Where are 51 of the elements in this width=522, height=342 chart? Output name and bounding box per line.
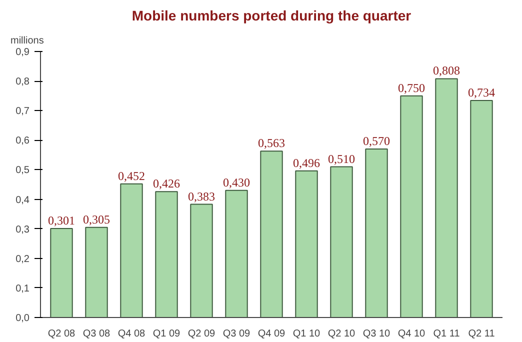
x-tick-label: Q4 09	[258, 328, 286, 340]
bar	[435, 78, 458, 318]
data-label: 0,305	[83, 212, 110, 226]
x-tick-label: Q1 11	[433, 328, 460, 340]
bar	[50, 228, 73, 318]
bar	[365, 148, 388, 318]
data-label: 0,426	[153, 176, 180, 191]
data-label: 0,563	[258, 136, 285, 150]
x-tick-label: Q3 10	[362, 328, 391, 340]
data-label: 0,496	[293, 156, 320, 170]
data-label: 0,570	[363, 134, 390, 148]
bar	[470, 100, 493, 318]
x-tick-label: Q2 10	[328, 328, 356, 340]
y-tick-label: 0,6	[16, 136, 30, 147]
data-label: 0,301	[48, 214, 75, 228]
y-tick-label: 0,3	[16, 224, 30, 236]
bar	[155, 191, 178, 318]
bar	[85, 226, 108, 318]
data-label: 0,750	[398, 80, 425, 95]
y-tick-label: 0,0	[16, 313, 30, 324]
bar	[225, 190, 248, 318]
bar	[330, 166, 353, 318]
data-label: 0,452	[118, 168, 145, 183]
bar	[400, 95, 423, 318]
y-tick-label: 0,5	[16, 165, 30, 176]
y-tick-label: 0,8	[16, 76, 30, 88]
data-label: 0,808	[433, 64, 460, 78]
data-label: 0,383	[188, 189, 215, 204]
bar	[190, 204, 213, 318]
x-tick-label: Q1 09	[152, 328, 181, 340]
y-tick-label: 0,1	[16, 283, 30, 294]
x-tick-label: Q3 08	[82, 328, 111, 340]
bar	[120, 183, 143, 318]
x-tick-label: Q4 08	[118, 328, 146, 340]
x-tick-label: Q3 09	[222, 328, 251, 340]
y-tick-label: 0,7	[16, 106, 30, 118]
data-label: 0,734	[468, 86, 495, 100]
y-axis-title: millions	[10, 36, 44, 46]
chart-title: Mobile numbers ported during the quarter	[132, 8, 412, 24]
x-tick-label: Q2 09	[188, 328, 216, 340]
y-tick-label: 0,4	[16, 194, 30, 206]
x-tick-label: Q2 08	[48, 328, 76, 340]
bar	[295, 170, 318, 318]
bar	[260, 150, 283, 318]
data-label: 0,510	[328, 152, 355, 166]
x-tick-label: Q4 10	[398, 328, 426, 340]
x-tick-label: Q2 11	[468, 328, 496, 340]
y-tick-label: 0,9	[16, 47, 30, 58]
data-label: 0,430	[223, 175, 250, 190]
x-tick-label: Q1 10	[292, 328, 321, 340]
y-tick-label: 0,2	[16, 254, 30, 265]
